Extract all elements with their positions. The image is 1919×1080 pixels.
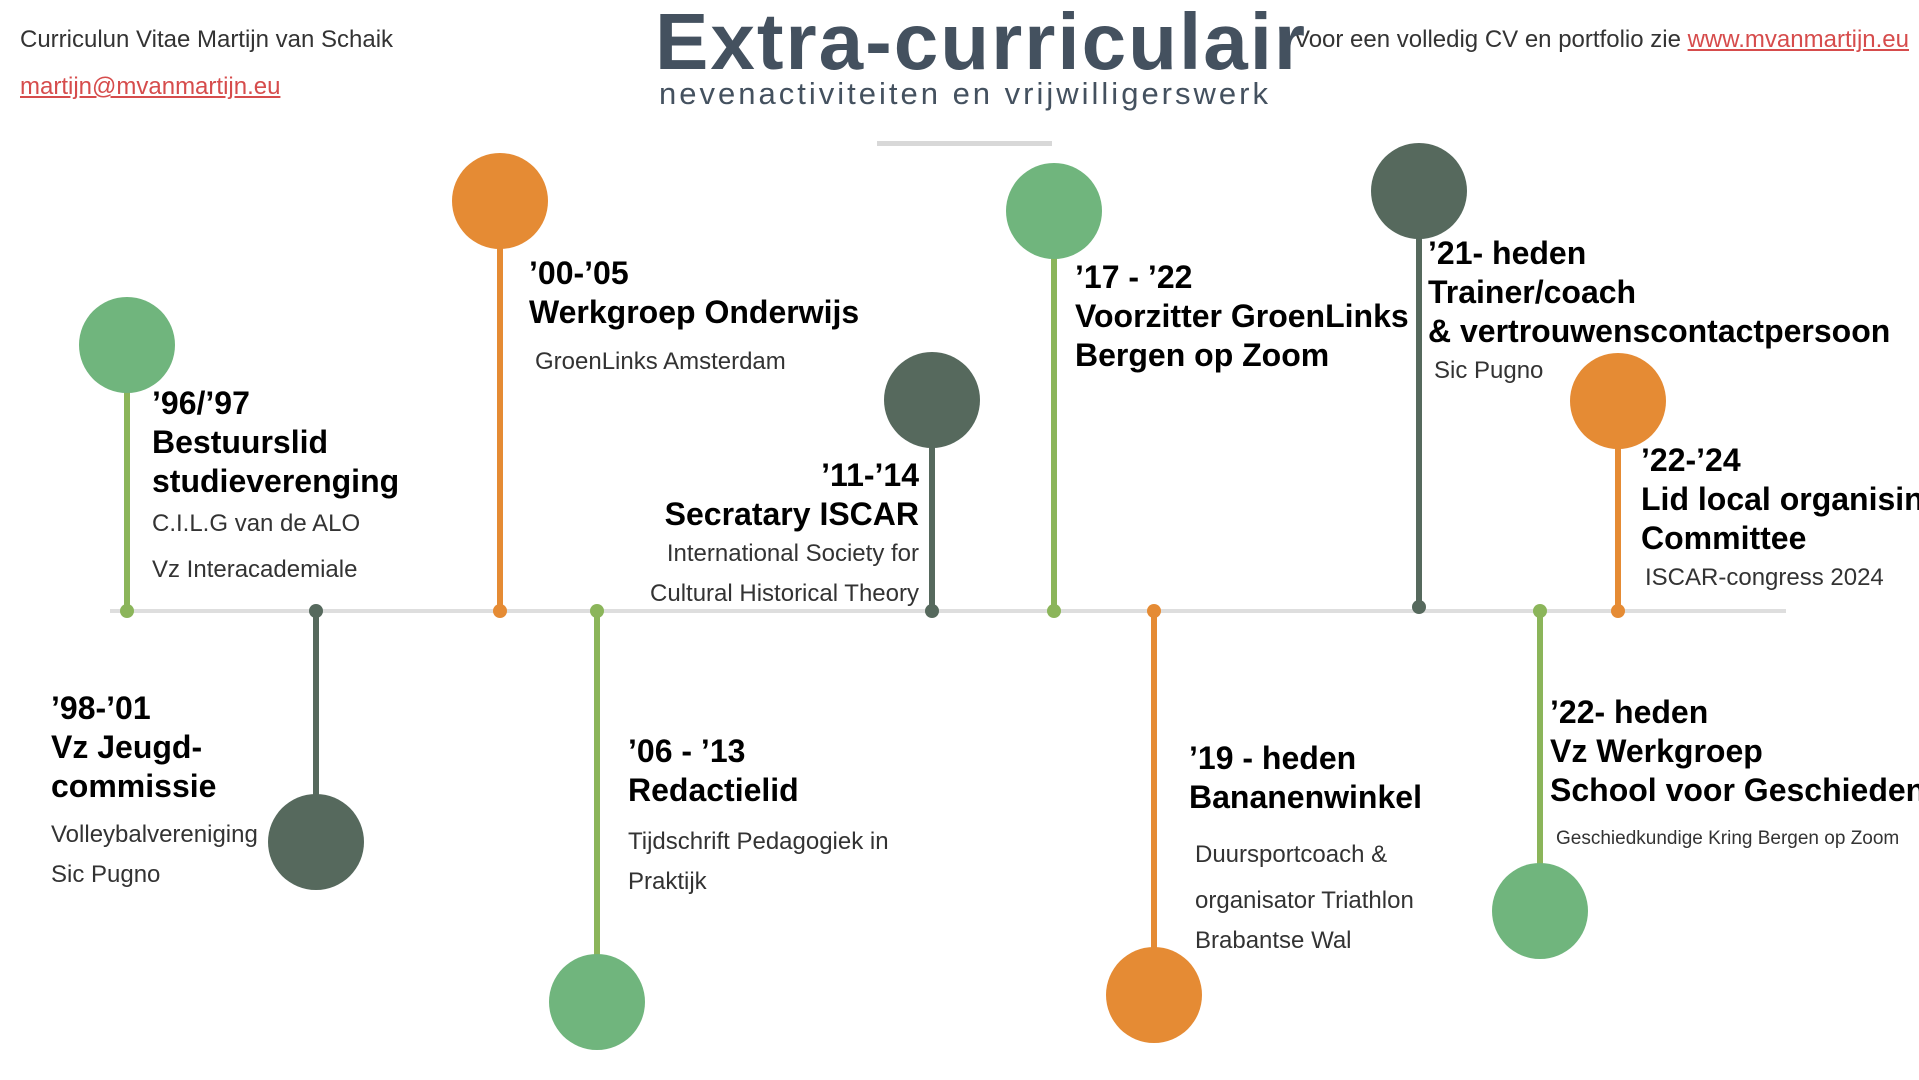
event-line: ’21- heden — [1428, 235, 1587, 271]
event-detail: Tijdschrift Pedagogiek in — [628, 828, 889, 855]
event-detail: GroenLinks Amsterdam — [535, 348, 786, 375]
event-line: ’22-’24 — [1641, 442, 1741, 478]
event-line: Trainer/coach — [1428, 274, 1637, 310]
cv-owner-line: Curriculun Vitae Martijn van Schaik — [20, 26, 394, 53]
timeline-stem — [1615, 400, 1621, 611]
portfolio-line: Voor een volledig CV en portfolio zie ww… — [1294, 26, 1909, 54]
axis-knob — [493, 604, 507, 618]
event-detail: Praktijk — [628, 868, 707, 895]
event-line: Vz Werkgroep — [1550, 733, 1763, 769]
axis-knob — [1047, 604, 1061, 618]
page-title: Extra-curriculair — [655, 0, 1308, 86]
event-line: Werkgroep Onderwijs — [529, 294, 860, 330]
timeline-marker-dot — [268, 794, 364, 890]
axis-knob — [925, 604, 939, 618]
timeline-marker-dot — [549, 954, 645, 1050]
timeline-stem — [313, 611, 319, 841]
timeline-marker-dot — [1106, 947, 1202, 1043]
timeline-stem — [1051, 210, 1057, 611]
timeline-event-22-24: ’22-’24 Lid local organising Committee I… — [1641, 441, 1919, 598]
email-link[interactable]: martijn@mvanmartijn.eu — [20, 73, 281, 100]
timeline-stem — [1416, 190, 1422, 611]
event-line: Lid local organising — [1641, 481, 1919, 517]
timeline-marker-dot — [1371, 143, 1467, 239]
event-line: ’00-’05 — [529, 255, 629, 291]
event-line: Voorzitter GroenLinks — [1075, 298, 1409, 334]
timeline-axis — [110, 609, 1786, 613]
event-line: ’17 - ’22 — [1075, 259, 1193, 295]
axis-knob — [309, 604, 323, 618]
event-detail: Sic Pugno — [1434, 357, 1544, 384]
event-line: & vertrouwenscontactpersoon — [1428, 313, 1891, 349]
timeline-marker-dot — [1006, 163, 1102, 259]
event-detail: Sic Pugno — [51, 861, 161, 888]
event-detail: C.I.L.G van de ALO — [152, 510, 361, 537]
timeline-marker-dot — [884, 352, 980, 448]
event-detail: Brabantse Wal — [1195, 927, 1352, 954]
event-detail: organisator Triathlon — [1195, 887, 1414, 914]
portfolio-link[interactable]: www.mvanmartijn.eu — [1687, 26, 1909, 53]
timeline-marker-dot — [1492, 863, 1588, 959]
timeline-event-11-14: ’11-’14 Secratary ISCAR International So… — [650, 456, 919, 614]
timeline-event-22-heden: ’22- heden Vz Werkgroep School voor Gesc… — [1550, 693, 1919, 854]
timeline-marker-dot — [1570, 353, 1666, 449]
timeline-event-06-13: ’06 - ’13 Redactielid Tijdschrift Pedago… — [628, 732, 889, 902]
event-detail: Vz Interacademiale — [152, 556, 358, 583]
page-subtitle: nevenactiviteiten en vrijwilligerswerk — [659, 76, 1271, 111]
event-detail: Cultural Historical Theory — [650, 580, 919, 607]
event-line: Bestuurslid — [152, 424, 329, 460]
event-detail: Volleybalvereniging — [51, 821, 258, 848]
timeline-event-19-heden: ’19 - heden Bananenwinkel Duursportcoach… — [1189, 739, 1422, 961]
event-line: ’96/’97 — [152, 385, 250, 421]
timeline-event-21-heden: ’21- heden Trainer/coach & vertrouwensco… — [1428, 234, 1890, 391]
timeline-stem — [929, 400, 935, 611]
event-detail: ISCAR-congress 2024 — [1645, 564, 1884, 591]
axis-knob — [1611, 604, 1625, 618]
event-detail: International Society for — [666, 540, 919, 567]
event-line: Bergen op Zoom — [1075, 337, 1330, 373]
event-line: ’06 - ’13 — [628, 733, 746, 769]
timeline-event-96-97: ’96/’97 Bestuurslid studieverenging C.I.… — [152, 384, 399, 590]
axis-knob — [120, 604, 134, 618]
timeline-event-98-01: ’98-’01 Vz Jeugd- commissie Volleybalver… — [51, 689, 258, 895]
event-line: Bananenwinkel — [1189, 779, 1422, 815]
axis-knob — [1533, 604, 1547, 618]
timeline-stem — [497, 200, 503, 611]
event-line: Vz Jeugd- — [51, 729, 203, 765]
event-line: ’98-’01 — [51, 690, 151, 726]
event-line: ’19 - heden — [1189, 740, 1357, 776]
event-line: Secratary ISCAR — [664, 496, 919, 532]
axis-knob — [1147, 604, 1161, 618]
timeline-stem — [594, 611, 600, 971]
event-line: commissie — [51, 768, 217, 804]
event-detail: Duursportcoach & — [1195, 841, 1388, 868]
event-line: School voor Geschiedenis — [1550, 772, 1919, 808]
title-divider — [877, 141, 1052, 146]
event-line: Committee — [1641, 520, 1807, 556]
timeline-event-00-05: ’00-’05 Werkgroep Onderwijs GroenLinks A… — [529, 254, 859, 382]
timeline-marker-dot — [79, 297, 175, 393]
timeline-stem — [124, 345, 130, 611]
event-line: Redactielid — [628, 772, 799, 808]
timeline-stem — [1537, 611, 1543, 901]
timeline-marker-dot — [452, 153, 548, 249]
axis-knob — [1412, 600, 1426, 614]
event-detail: Geschiedkundige Kring Bergen op Zoom — [1556, 828, 1900, 849]
event-line: ’22- heden — [1550, 694, 1709, 730]
timeline-event-17-22: ’17 - ’22 Voorzitter GroenLinks Bergen o… — [1075, 258, 1409, 375]
event-line: studieverenging — [152, 463, 400, 499]
axis-knob — [590, 604, 604, 618]
event-line: ’11-’14 — [821, 457, 919, 493]
timeline-stem — [1151, 611, 1157, 986]
portfolio-prefix: Voor een volledig CV en portfolio zie — [1294, 26, 1688, 53]
